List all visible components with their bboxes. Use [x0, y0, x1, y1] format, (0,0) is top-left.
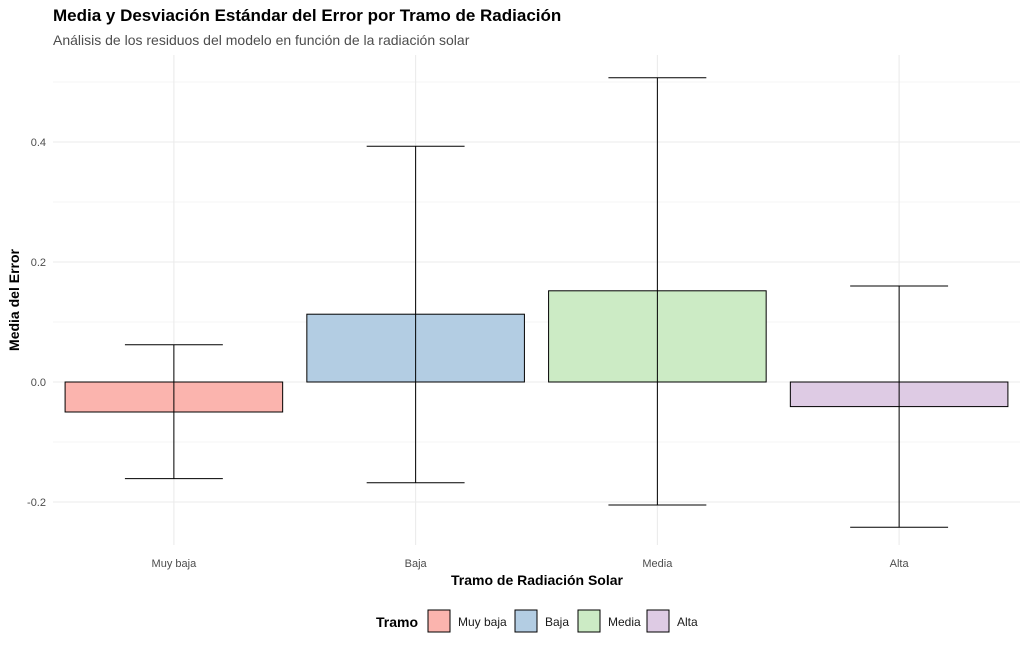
y-tick-label: 0.2 — [31, 257, 46, 269]
legend-label: Muy baja — [458, 615, 507, 629]
legend-key — [514, 609, 538, 633]
y-tick-labels: -0.2 0.0 0.2 0.4 — [27, 137, 46, 509]
error-bars-group — [124, 77, 949, 528]
chart-subtitle: Análisis de los residuos del modelo en f… — [53, 32, 470, 48]
legend-item: Muy baja — [427, 609, 507, 633]
legend-item: Media — [577, 609, 641, 633]
legend-title: Tramo — [376, 614, 418, 630]
legend-key — [646, 609, 670, 633]
legend-label: Baja — [545, 615, 569, 629]
y-axis-title: Media del Error — [6, 248, 22, 350]
legend-item: Alta — [646, 609, 698, 633]
legend-key — [427, 609, 451, 633]
x-tick-label: Alta — [890, 558, 910, 570]
legend: Tramo Muy baja Baja Media Alta — [376, 609, 698, 633]
error-bar — [608, 77, 707, 506]
x-tick-label: Baja — [405, 558, 428, 570]
error-bar — [366, 145, 465, 484]
y-tick-label: 0.4 — [31, 137, 46, 149]
x-tick-labels: Muy baja Baja Media Alta — [152, 558, 910, 570]
legend-label: Alta — [677, 615, 698, 629]
bars-group — [64, 290, 1009, 413]
legend-label: Media — [608, 615, 641, 629]
y-tick-label: -0.2 — [27, 497, 46, 509]
grid-lines — [53, 55, 1020, 545]
legend-key — [577, 609, 601, 633]
y-tick-label: 0.0 — [31, 377, 46, 389]
error-bar — [124, 344, 223, 480]
chart-title: Media y Desviación Estándar del Error po… — [53, 6, 562, 25]
error-bar — [850, 285, 949, 528]
x-tick-label: Muy baja — [152, 558, 198, 570]
legend-item: Baja — [514, 609, 569, 633]
x-tick-label: Media — [642, 558, 673, 570]
x-axis-title: Tramo de Radiación Solar — [451, 572, 623, 588]
